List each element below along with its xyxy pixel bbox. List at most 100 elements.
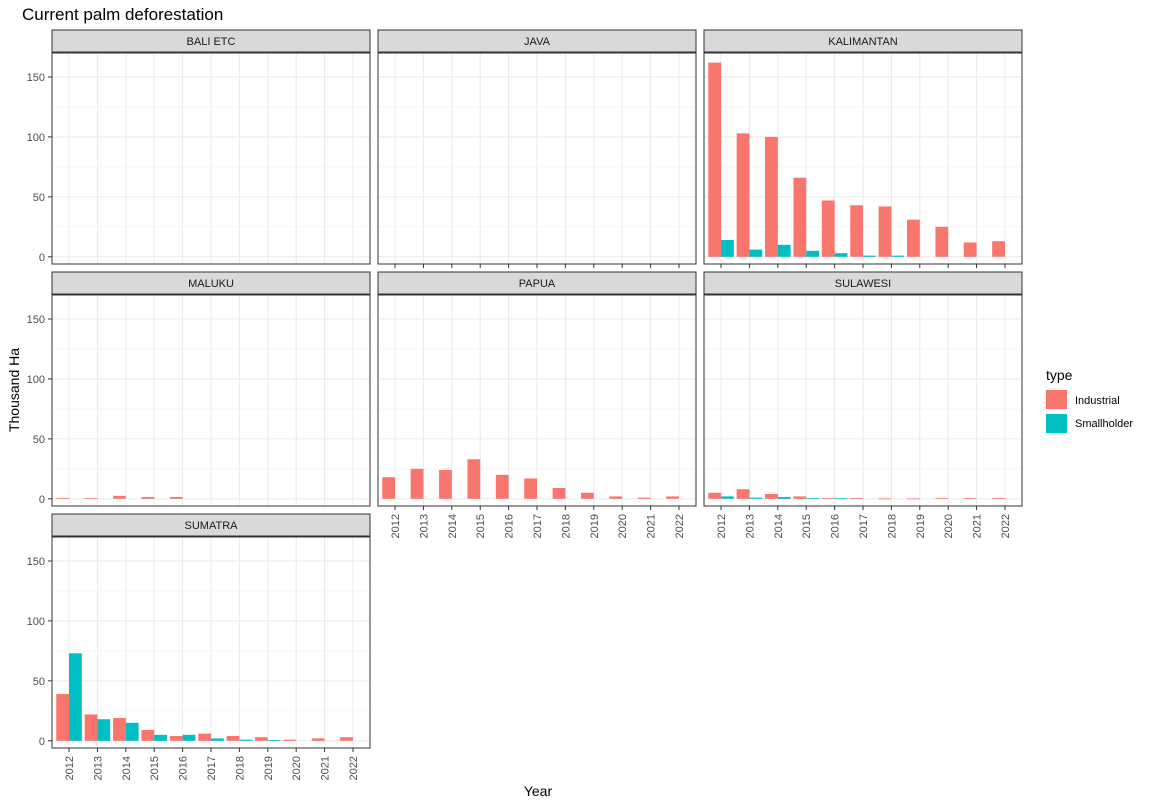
bar-kalimantan-industrial-2013 — [736, 133, 750, 257]
bar-sulawesi-industrial-2013 — [736, 489, 750, 499]
facet-strip-label-sumatra: SUMATRA — [185, 520, 239, 532]
legend-swatch-smallholder — [1046, 414, 1067, 433]
bar-maluku-industrial-2016 — [169, 497, 183, 499]
bar-sumatra-industrial-2014 — [113, 718, 126, 741]
bar-sumatra-smallholder-2016 — [182, 734, 196, 741]
bar-sulawesi-smallholder-2012 — [721, 496, 734, 499]
bar-papua-industrial-2020 — [609, 496, 623, 499]
x-tick-label: 2014 — [447, 514, 459, 538]
bar-kalimantan-industrial-2017 — [850, 205, 863, 257]
facet-panel-papua: PAPUA 2012 2013 2014 2015 2016 2017 2018 2019 202… — [377, 271, 697, 538]
bar-sumatra-smallholder-2013 — [97, 719, 111, 741]
bar-papua-industrial-2021 — [637, 497, 651, 499]
x-tick-label: 2018 — [560, 514, 572, 538]
facet-panel-sulawesi: SULAWESI 2012 2013 2014 2015 2016 2017 2018 2019… — [703, 271, 1023, 538]
bar-sulawesi-industrial-2017 — [850, 498, 863, 500]
x-tick-label: 2015 — [149, 756, 161, 780]
bar-sumatra-industrial-2020 — [283, 739, 297, 741]
x-tick-label: 2019 — [915, 514, 927, 538]
bar-sumatra-industrial-2013 — [84, 714, 98, 741]
bar-sumatra-smallholder-2019 — [267, 740, 281, 742]
x-tick-label: 2020 — [943, 514, 955, 538]
y-tick-label: 150 — [27, 72, 45, 84]
y-tick-label: 50 — [33, 192, 45, 204]
bar-sulawesi-smallholder-2014 — [777, 497, 791, 499]
y-tick-label: 50 — [33, 676, 45, 688]
x-tick-label: 2014 — [773, 514, 785, 538]
bar-papua-industrial-2018 — [552, 488, 566, 499]
bar-sumatra-smallholder-2012 — [69, 653, 82, 741]
bar-sulawesi-industrial-2021 — [963, 498, 977, 500]
bar-kalimantan-smallholder-2013 — [749, 249, 763, 257]
y-tick-label: 150 — [27, 556, 45, 568]
y-tick-label: 150 — [27, 314, 45, 326]
x-tick-label: 2016 — [178, 756, 190, 780]
bar-kalimantan-smallholder-2016 — [834, 253, 848, 257]
bar-kalimantan-industrial-2016 — [821, 200, 835, 257]
bar-maluku-industrial-2012 — [56, 498, 70, 500]
legend-label-smallholder: Smallholder — [1075, 418, 1133, 430]
bar-sumatra-industrial-2016 — [169, 736, 183, 741]
facet-strip-label-kalimantan: KALIMANTAN — [828, 36, 898, 48]
bar-kalimantan-industrial-2014 — [765, 136, 778, 257]
legend-swatch-industrial — [1046, 390, 1067, 409]
x-tick-label: 2020 — [617, 514, 629, 538]
bar-sumatra-smallholder-2014 — [125, 722, 139, 741]
legend-title: type — [1046, 367, 1073, 383]
y-tick-label: 100 — [27, 616, 45, 628]
facet-panel-java: JAVA201220132014201520162017201820192020… — [377, 29, 697, 296]
bar-maluku-industrial-2015 — [141, 497, 155, 499]
y-tick-label: 0 — [39, 252, 45, 264]
chart-title: Current palm deforestation — [22, 5, 223, 24]
facet-strip-bali-etc — [51, 29, 371, 53]
bar-papua-industrial-2014 — [439, 470, 452, 499]
bar-kalimantan-industrial-2015 — [793, 177, 807, 257]
facet-strip-kalimantan — [703, 29, 1023, 53]
x-tick-label: 2021 — [320, 756, 332, 780]
x-tick-label: 2012 — [64, 756, 76, 780]
x-tick-label: 2022 — [348, 756, 360, 780]
bar-kalimantan-smallholder-2017 — [863, 255, 876, 257]
facet-strip-label-java: JAVA — [524, 36, 551, 48]
bar-kalimantan-smallholder-2018 — [891, 255, 905, 257]
bar-maluku-industrial-2013 — [84, 498, 98, 500]
bar-papua-industrial-2015 — [467, 459, 481, 499]
x-axis-title: Year — [524, 783, 553, 799]
bar-kalimantan-industrial-2022 — [992, 241, 1005, 257]
x-tick-label: 2015 — [475, 514, 487, 538]
y-tick-label: 100 — [27, 132, 45, 144]
x-tick-label: 2019 — [263, 756, 275, 780]
bar-kalimantan-industrial-2020 — [935, 226, 949, 257]
x-tick-label: 2017 — [206, 756, 218, 780]
facet-strip-label-papua: PAPUA — [519, 278, 556, 290]
facet-strip-sulawesi — [703, 271, 1023, 295]
x-tick-label: 2022 — [674, 514, 686, 538]
bar-sulawesi-smallholder-2013 — [749, 497, 763, 499]
bar-papua-industrial-2017 — [524, 478, 537, 499]
bar-kalimantan-industrial-2018 — [878, 206, 892, 257]
x-tick-label: 2013 — [418, 514, 430, 538]
bar-papua-industrial-2019 — [581, 492, 594, 499]
facet-strip-papua — [377, 271, 697, 295]
bar-sulawesi-industrial-2018 — [878, 498, 892, 500]
x-tick-label: 2020 — [291, 756, 303, 780]
bar-sumatra-industrial-2022 — [340, 737, 353, 741]
facet-border-maluku — [51, 294, 371, 507]
bar-papua-industrial-2016 — [495, 474, 509, 499]
x-tick-label: 2019 — [589, 514, 601, 538]
x-tick-label: 2016 — [504, 514, 516, 538]
facet-panel-kalimantan: KALIMANTAN201220132014201520162017201820… — [703, 29, 1023, 296]
x-tick-label: 2018 — [234, 756, 246, 780]
bar-sulawesi-industrial-2014 — [765, 494, 778, 499]
bar-sumatra-industrial-2017 — [198, 733, 211, 741]
y-tick-label: 100 — [27, 374, 45, 386]
x-tick-label: 2013 — [92, 756, 104, 780]
bar-sumatra-industrial-2019 — [255, 737, 268, 741]
bar-sumatra-industrial-2018 — [226, 736, 240, 741]
x-tick-label: 2014 — [121, 756, 133, 780]
x-tick-label: 2018 — [886, 514, 898, 538]
legend: type Industrial Smallholder — [1046, 367, 1133, 433]
x-tick-label: 2021 — [646, 514, 658, 538]
x-tick-label: 2012 — [716, 514, 728, 538]
bar-kalimantan-smallholder-2012 — [721, 240, 734, 257]
